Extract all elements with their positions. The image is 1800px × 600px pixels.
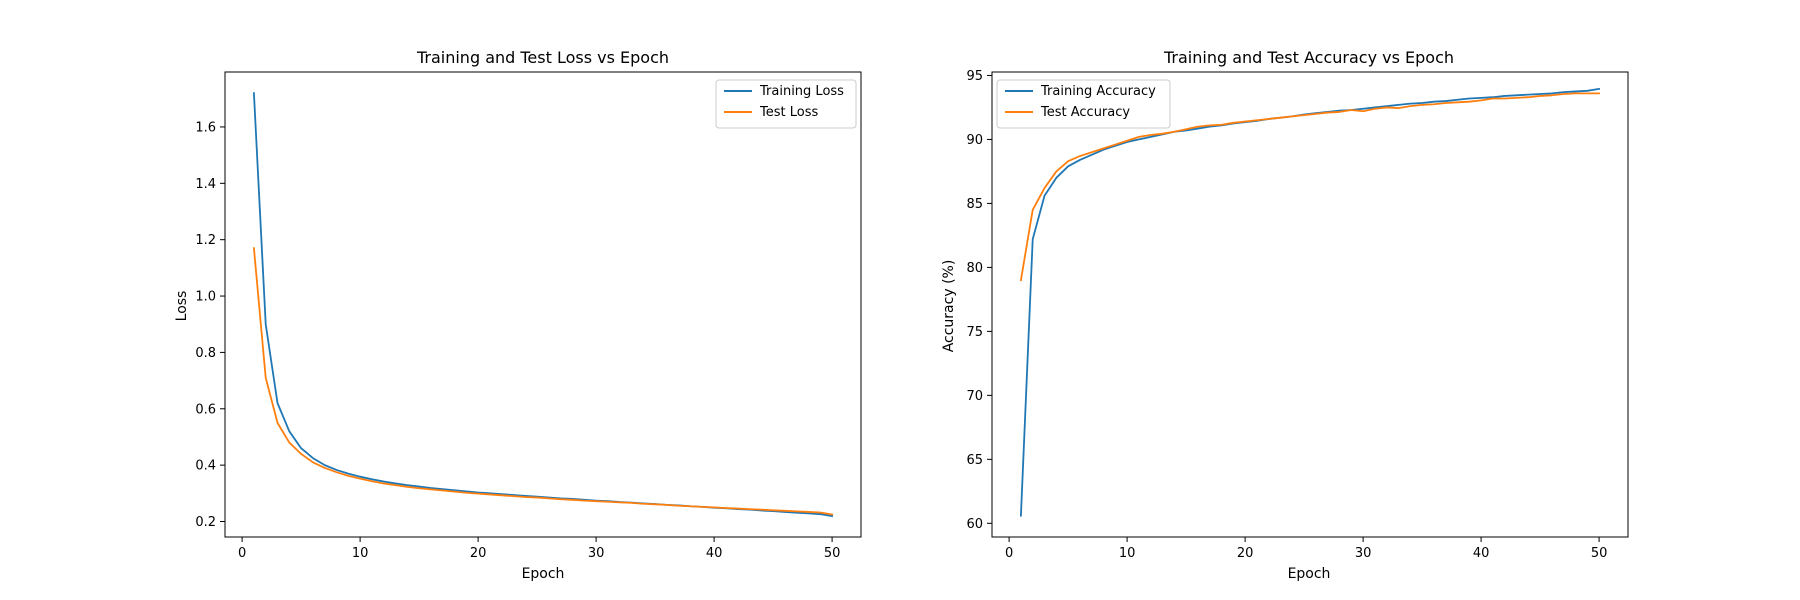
x-tick-label: 30 (588, 546, 605, 561)
loss-chart-x-axis-label: Epoch (522, 566, 565, 582)
accuracy-chart-frame (991, 71, 1629, 538)
y-tick-label: 70 (966, 389, 983, 404)
loss-chart-ticks: 0 10 20 30 40 50 0.2 0.4 0.6 0.8 1.0 1.2 1.4 1.6 (195, 120, 840, 561)
x-tick-label: 10 (1119, 546, 1136, 561)
y-tick-label: 85 (966, 197, 983, 212)
y-tick-label: 0.4 (195, 459, 216, 474)
accuracy-chart: Training and Test Accuracy vs Epoch Epoc… (941, 48, 1629, 582)
y-tick-label: 65 (966, 453, 983, 468)
series-line-test-loss (252, 247, 834, 516)
x-tick-label: 40 (1473, 546, 1490, 561)
y-tick-label: 90 (966, 133, 983, 148)
y-tick-label: 1.4 (195, 177, 216, 192)
loss-chart-lines (252, 92, 834, 518)
y-tick-label: 1.0 (195, 290, 216, 305)
y-tick-label: 95 (966, 69, 983, 84)
x-tick-label: 50 (1591, 546, 1608, 561)
accuracy-chart-legend: Training Accuracy Test Accuracy (996, 79, 1171, 129)
accuracy-chart-lines (1019, 87, 1601, 517)
y-tick-label: 75 (966, 325, 983, 340)
legend-label-training-loss: Training Loss (759, 84, 844, 99)
x-tick-label: 0 (1005, 546, 1013, 561)
loss-chart: Training and Test Loss vs Epoch Epoch Lo… (174, 48, 862, 582)
x-tick-label: 30 (1355, 546, 1372, 561)
x-tick-label: 20 (470, 546, 487, 561)
y-tick-label: 0.8 (195, 346, 216, 361)
x-tick-label: 50 (824, 546, 841, 561)
legend-label-test-accuracy: Test Accuracy (1040, 105, 1130, 120)
series-line-test-accuracy (1019, 92, 1600, 282)
y-tick-label: 1.6 (195, 120, 216, 135)
loss-chart-title: Training and Test Loss vs Epoch (416, 48, 669, 67)
y-tick-label: 80 (966, 261, 983, 276)
x-tick-label: 10 (352, 546, 369, 561)
loss-chart-legend: Training Loss Test Loss (715, 79, 857, 129)
legend-label-test-loss: Test Loss (759, 105, 818, 120)
y-tick-label: 0.2 (195, 515, 216, 530)
x-tick-label: 40 (706, 546, 723, 561)
accuracy-chart-title: Training and Test Accuracy vs Epoch (1163, 48, 1454, 67)
accuracy-chart-x-axis-label: Epoch (1288, 566, 1331, 582)
loss-chart-frame (224, 71, 862, 538)
loss-chart-y-axis-label: Loss (174, 291, 190, 322)
accuracy-chart-ticks: 0 10 20 30 40 50 60 65 70 75 80 85 90 95 (966, 69, 1607, 561)
y-tick-label: 0.6 (195, 402, 216, 417)
x-tick-label: 0 (238, 546, 246, 561)
accuracy-chart-legend-box (996, 79, 1171, 129)
y-tick-label: 1.2 (195, 233, 216, 248)
y-tick-label: 60 (966, 517, 983, 532)
legend-label-training-accuracy: Training Accuracy (1040, 84, 1156, 99)
x-tick-label: 20 (1237, 546, 1254, 561)
accuracy-chart-y-axis-label: Accuracy (%) (941, 260, 957, 353)
